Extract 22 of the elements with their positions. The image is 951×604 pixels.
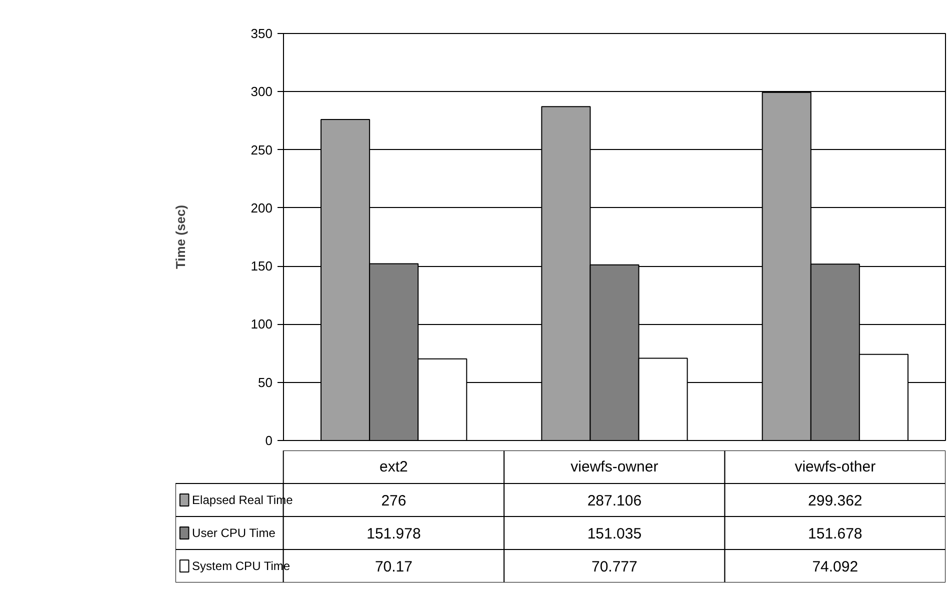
y-axis-title: Time (sec)	[172, 204, 188, 270]
y-tick-label: 150	[250, 258, 273, 274]
data-label: 299.362	[808, 492, 862, 510]
data-label: 276	[381, 492, 406, 510]
y-tick-label: 250	[250, 142, 273, 158]
y-tick-label: 100	[250, 316, 273, 332]
y-tick-label: 50	[258, 374, 273, 390]
data-label: 70.17	[374, 558, 412, 576]
data-label: 287.106	[587, 492, 642, 510]
data-label: 151.678	[808, 526, 862, 542]
y-tick-label: 350	[250, 26, 273, 41]
data-label: 151.978	[366, 526, 421, 542]
legend-label: User CPU Time	[192, 526, 276, 540]
y-tick-label: 0	[265, 433, 273, 448]
x-tick-label: viewfs-owner	[570, 458, 658, 476]
data-label: 151.035	[587, 526, 642, 542]
x-tick-label: ext2	[380, 458, 408, 476]
data-label: 70.777	[591, 558, 638, 576]
data-label: 74.092	[812, 558, 858, 576]
x-tick-label: viewfs-other	[794, 458, 876, 476]
y-tick-label: 300	[250, 84, 273, 100]
y-tick-label: 200	[250, 200, 273, 216]
